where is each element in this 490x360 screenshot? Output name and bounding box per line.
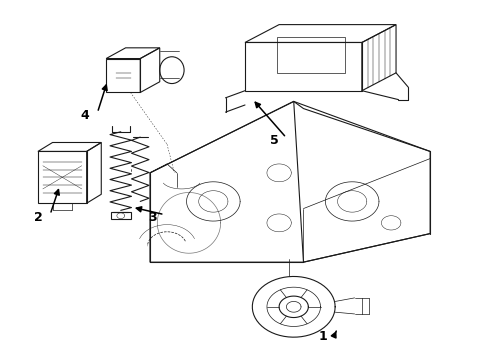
Text: 5: 5 (270, 134, 279, 147)
Text: 3: 3 (148, 211, 157, 224)
Text: 2: 2 (33, 211, 42, 224)
Text: 1: 1 (318, 330, 327, 343)
Text: 4: 4 (81, 109, 90, 122)
